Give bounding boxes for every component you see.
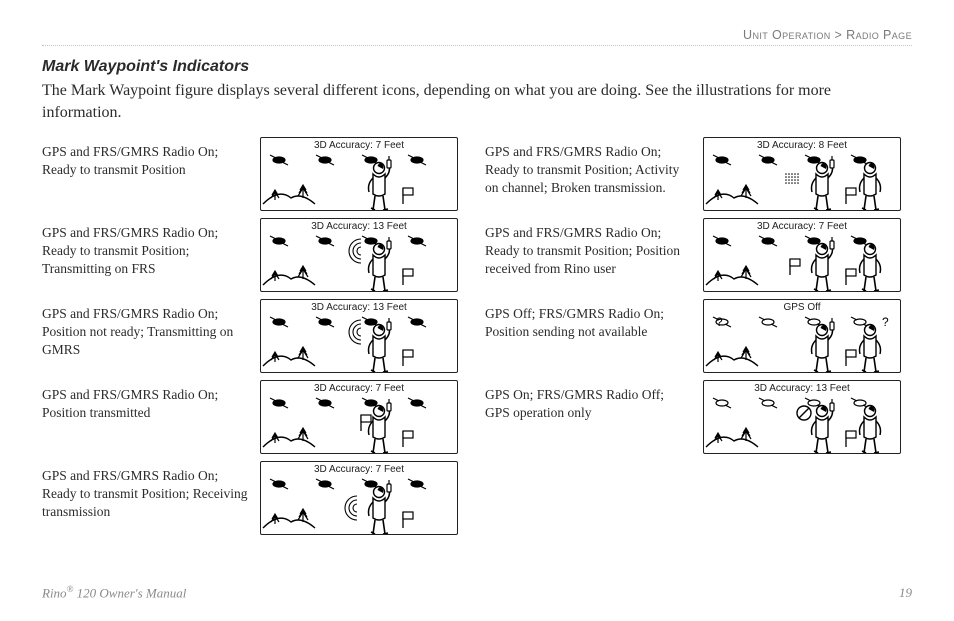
breadcrumb-right: Radio Page [846, 28, 912, 42]
thumb-label: 3D Accuracy: 8 Feet [704, 140, 900, 151]
indicator-row: GPS and FRS/GMRS Radio On; Ready to tran… [485, 218, 912, 292]
indicator-row: GPS and FRS/GMRS Radio On; Ready to tran… [42, 137, 469, 211]
indicator-desc: GPS and FRS/GMRS Radio On; Position tran… [42, 380, 248, 422]
footer: Rino® 120 Owner's Manual 19 [42, 584, 912, 601]
indicator-desc: GPS and FRS/GMRS Radio On; Position not … [42, 299, 248, 358]
breadcrumb-sep: > [831, 28, 846, 42]
page: Unit Operation > Radio Page Mark Waypoin… [0, 0, 954, 621]
indicator-row: GPS and FRS/GMRS Radio On; Position not … [42, 299, 469, 373]
indicator-thumb: 3D Accuracy: 7 Feet [260, 137, 458, 211]
indicator-row: GPS and FRS/GMRS Radio On; Ready to tran… [42, 218, 469, 292]
section-lede: The Mark Waypoint figure displays severa… [42, 80, 912, 123]
svg-text:?: ? [882, 315, 889, 329]
indicator-row: GPS and FRS/GMRS Radio On; Ready to tran… [42, 461, 469, 535]
footer-tail: 120 Owner's Manual [73, 585, 186, 600]
thumb-label: 3D Accuracy: 7 Feet [261, 464, 457, 475]
column-left: GPS and FRS/GMRS Radio On; Ready to tran… [42, 137, 469, 535]
thumb-label: 3D Accuracy: 7 Feet [261, 140, 457, 151]
indicator-desc: GPS and FRS/GMRS Radio On; Ready to tran… [42, 218, 248, 277]
indicator-desc: GPS and FRS/GMRS Radio On; Ready to tran… [42, 461, 248, 520]
indicator-row: GPS and FRS/GMRS Radio On; Ready to tran… [485, 137, 912, 211]
thumb-label: GPS Off [704, 302, 900, 313]
indicator-thumb: ?? GPS Off [703, 299, 901, 373]
indicator-row: GPS and FRS/GMRS Radio On; Position tran… [42, 380, 469, 454]
breadcrumb: Unit Operation > Radio Page [42, 28, 912, 42]
thumb-label: 3D Accuracy: 13 Feet [704, 383, 900, 394]
column-right: GPS and FRS/GMRS Radio On; Ready to tran… [485, 137, 912, 535]
indicator-thumb: 3D Accuracy: 13 Feet [703, 380, 901, 454]
indicator-desc: GPS and FRS/GMRS Radio On; Ready to tran… [485, 218, 691, 277]
thumb-label: 3D Accuracy: 13 Feet [261, 302, 457, 313]
section-heading: Mark Waypoint's Indicators [42, 58, 912, 76]
thumb-label: 3D Accuracy: 7 Feet [261, 383, 457, 394]
indicator-desc: GPS Off; FRS/GMRS Radio On; Position sen… [485, 299, 691, 341]
svg-text:?: ? [716, 315, 723, 329]
indicator-thumb: 3D Accuracy: 7 Feet [260, 461, 458, 535]
indicator-desc: GPS and FRS/GMRS Radio On; Ready to tran… [42, 137, 248, 179]
indicator-thumb: 3D Accuracy: 7 Feet [260, 380, 458, 454]
indicator-row: GPS On; FRS/GMRS Radio Off; GPS operatio… [485, 380, 912, 454]
indicator-desc: GPS On; FRS/GMRS Radio Off; GPS operatio… [485, 380, 691, 422]
indicator-thumb: 3D Accuracy: 13 Feet [260, 299, 458, 373]
footer-page: 19 [899, 585, 912, 601]
thumb-label: 3D Accuracy: 7 Feet [704, 221, 900, 232]
indicator-thumb: 3D Accuracy: 8 Feet [703, 137, 901, 211]
thumb-label: 3D Accuracy: 13 Feet [261, 221, 457, 232]
indicator-desc: GPS and FRS/GMRS Radio On; Ready to tran… [485, 137, 691, 196]
breadcrumb-left: Unit Operation [743, 28, 831, 42]
indicator-row: GPS Off; FRS/GMRS Radio On; Position sen… [485, 299, 912, 373]
footer-product: Rino [42, 585, 67, 600]
header-rule [42, 45, 912, 46]
indicator-thumb: 3D Accuracy: 13 Feet [260, 218, 458, 292]
footer-left: Rino® 120 Owner's Manual [42, 584, 186, 601]
indicator-thumb: 3D Accuracy: 7 Feet [703, 218, 901, 292]
columns: GPS and FRS/GMRS Radio On; Ready to tran… [42, 137, 912, 535]
